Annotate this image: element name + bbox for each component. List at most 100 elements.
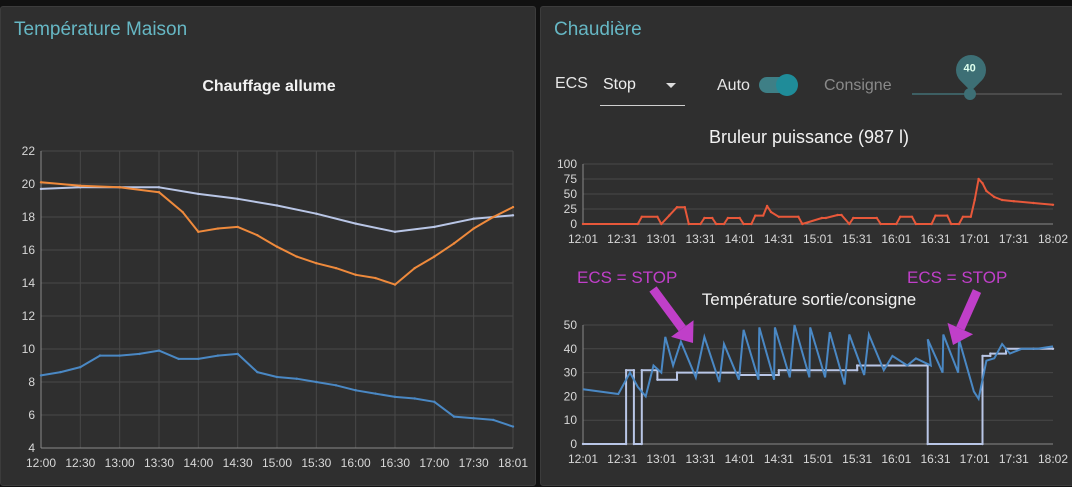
data-point — [98, 354, 102, 357]
data-point — [742, 222, 745, 226]
x-tick-label: 12:00 — [26, 456, 56, 470]
data-point — [1051, 347, 1055, 350]
x-tick-label: 17:31 — [999, 452, 1029, 466]
data-point — [1032, 201, 1035, 205]
y-tick-label: 14 — [22, 276, 36, 290]
data-point — [79, 184, 82, 187]
x-tick-label: 13:31 — [685, 452, 715, 466]
x-tick-label: 18:02 — [1038, 452, 1068, 466]
data-point — [511, 205, 515, 209]
data-point — [452, 242, 456, 245]
data-point — [797, 215, 800, 218]
data-point — [820, 216, 824, 220]
data-point — [840, 213, 843, 217]
data-point — [1012, 200, 1016, 203]
x-tick-label: 13:31 — [685, 232, 715, 246]
ecs-dropdown[interactable]: Stop — [600, 72, 685, 106]
x-tick-label: 17:01 — [960, 452, 990, 466]
y-tick-label: 22 — [22, 144, 36, 158]
series-line-0 — [583, 178, 1054, 225]
x-tick-label: 16:31 — [920, 232, 950, 246]
data-point — [761, 214, 765, 217]
data-point — [492, 418, 495, 422]
data-point — [492, 215, 495, 219]
data-point — [926, 442, 929, 446]
data-point — [640, 215, 643, 218]
x-tick-label: 15:31 — [842, 452, 872, 466]
toggle-knob — [776, 74, 798, 96]
data-point — [699, 222, 702, 226]
x-tick-label: 14:00 — [183, 456, 213, 470]
data-point — [295, 255, 298, 258]
ecs-label: ECS — [555, 75, 588, 92]
annotation-label-0: ECS = STOP — [577, 268, 677, 287]
right-panel: Chaudière ECS Stop Auto Consigne 40 Brul… — [540, 6, 1072, 486]
data-point — [275, 375, 279, 379]
y-tick-label: 0 — [570, 217, 577, 231]
x-tick-label: 13:01 — [646, 232, 676, 246]
temperature-chart-title: Température sortie/consigne — [702, 290, 917, 309]
data-point — [1000, 198, 1004, 202]
slider-fill — [912, 93, 970, 95]
data-point — [675, 371, 679, 374]
data-point — [39, 374, 43, 377]
data-point — [39, 181, 43, 184]
y-tick-label: 6 — [28, 408, 35, 422]
data-point — [667, 214, 671, 217]
x-tick-label: 13:00 — [105, 456, 135, 470]
y-tick-label: 10 — [564, 413, 578, 427]
y-tick-label: 50 — [564, 187, 578, 201]
data-point — [413, 397, 416, 400]
y-tick-label: 8 — [28, 375, 35, 389]
chaudiere-charts: Bruleur puissance (987 l) Température so… — [557, 127, 1068, 466]
data-point — [977, 177, 980, 181]
data-point — [989, 354, 992, 358]
y-tick-label: 25 — [564, 202, 578, 216]
data-point — [177, 357, 180, 361]
left-panel: Température Maison Chauffage allume 4 6 8 1… — [0, 6, 536, 486]
consigne-label: Consigne — [824, 77, 892, 94]
data-point — [393, 230, 397, 234]
data-point — [777, 373, 781, 377]
x-tick-label: 15:01 — [803, 452, 833, 466]
slider-thumb[interactable] — [964, 88, 976, 100]
data-point — [969, 215, 972, 218]
data-point — [624, 442, 628, 446]
data-point — [1004, 352, 1008, 355]
data-point — [197, 230, 200, 234]
data-point — [1051, 203, 1055, 206]
auto-toggle[interactable] — [759, 74, 798, 96]
data-point — [711, 216, 714, 220]
x-tick-label: 12:31 — [607, 232, 637, 246]
data-point — [118, 186, 121, 189]
y-tick-label: 20 — [564, 389, 578, 403]
consigne-slider[interactable] — [912, 88, 1062, 100]
arrow-shaft — [956, 289, 982, 331]
data-point — [511, 214, 515, 217]
x-tick-label: 13:01 — [646, 452, 676, 466]
data-point — [961, 215, 965, 218]
ecs-selected-value: Stop — [603, 76, 636, 93]
data-point — [754, 214, 757, 217]
x-tick-label: 12:30 — [65, 456, 95, 470]
data-point — [315, 212, 318, 215]
data-point — [374, 392, 377, 395]
data-point — [511, 425, 515, 428]
data-point — [334, 384, 338, 387]
data-point — [581, 222, 585, 226]
data-point — [632, 442, 636, 446]
x-tick-label: 14:31 — [764, 452, 794, 466]
data-point — [295, 377, 298, 380]
data-point — [722, 222, 726, 226]
chart-title: Chauffage allume — [202, 78, 335, 95]
data-point — [687, 222, 690, 226]
data-point — [855, 369, 859, 372]
data-point — [946, 214, 949, 217]
x-tick-label: 14:01 — [725, 232, 755, 246]
data-point — [656, 378, 659, 381]
data-point — [354, 222, 357, 225]
data-point — [726, 216, 730, 220]
data-point — [801, 222, 804, 226]
data-point — [879, 222, 882, 226]
annotation-label-1: ECS = STOP — [907, 268, 1007, 287]
